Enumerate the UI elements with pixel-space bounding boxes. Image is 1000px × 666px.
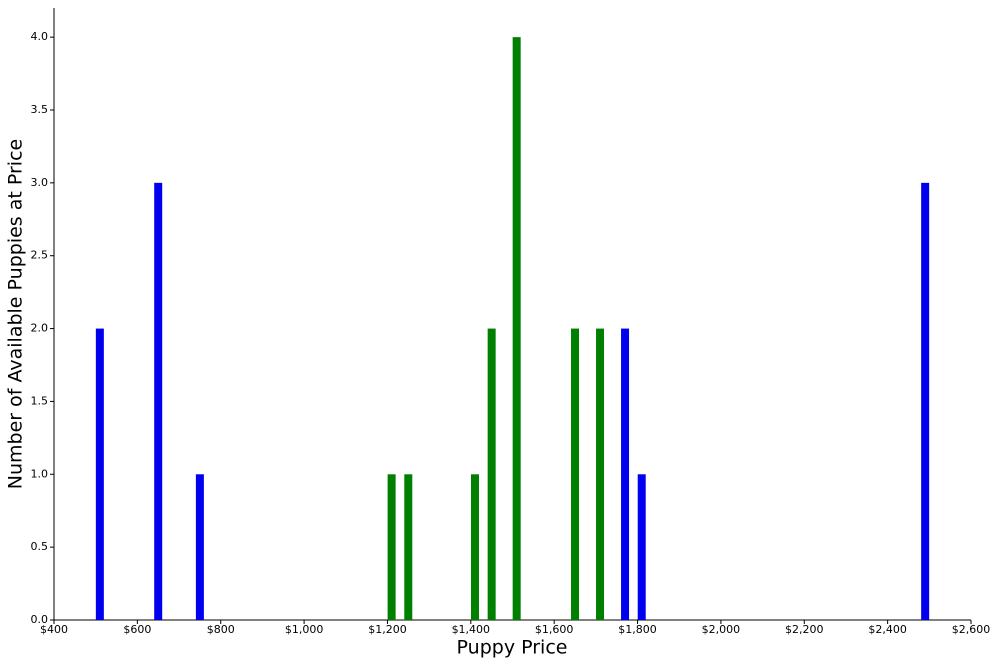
x-tick-label: $1,600 bbox=[535, 623, 574, 636]
bar bbox=[487, 328, 496, 620]
y-tick-label: 4.0 bbox=[31, 30, 49, 43]
bar bbox=[154, 182, 163, 620]
bar bbox=[596, 328, 605, 620]
y-tick-label: 2.5 bbox=[31, 249, 49, 262]
bar bbox=[921, 182, 930, 620]
y-tick-label: 1.0 bbox=[31, 467, 49, 480]
x-tick-label: $2,000 bbox=[702, 623, 741, 636]
y-tick-label: 2.0 bbox=[31, 322, 49, 335]
x-tick-label: $2,200 bbox=[785, 623, 824, 636]
bar bbox=[571, 328, 580, 620]
x-axis-title: Puppy Price bbox=[457, 637, 568, 659]
bar bbox=[512, 37, 521, 620]
y-tick-label: 3.5 bbox=[31, 103, 49, 116]
bar bbox=[195, 474, 204, 620]
x-tick-label: $1,400 bbox=[452, 623, 491, 636]
x-tick-label: $800 bbox=[207, 623, 235, 636]
x-tick-label: $2,600 bbox=[952, 623, 991, 636]
y-tick-label: 0.0 bbox=[31, 613, 49, 626]
x-tick-label: $1,200 bbox=[368, 623, 407, 636]
y-tick-label: 3.0 bbox=[31, 176, 49, 189]
bar bbox=[470, 474, 479, 620]
x-tick-label: $600 bbox=[123, 623, 151, 636]
x-tick-label: $1,800 bbox=[618, 623, 657, 636]
y-tick-label: 0.5 bbox=[31, 540, 49, 553]
bar bbox=[95, 328, 104, 620]
bar bbox=[387, 474, 396, 620]
y-axis-title: Number of Available Puppies at Price bbox=[5, 139, 27, 489]
y-tick-label: 1.5 bbox=[31, 394, 49, 407]
bar bbox=[404, 474, 413, 620]
bar bbox=[637, 474, 646, 620]
x-tick-label: $400 bbox=[40, 623, 68, 636]
x-tick-label: $1,000 bbox=[285, 623, 324, 636]
bar bbox=[621, 328, 630, 620]
x-tick-label: $2,400 bbox=[868, 623, 907, 636]
